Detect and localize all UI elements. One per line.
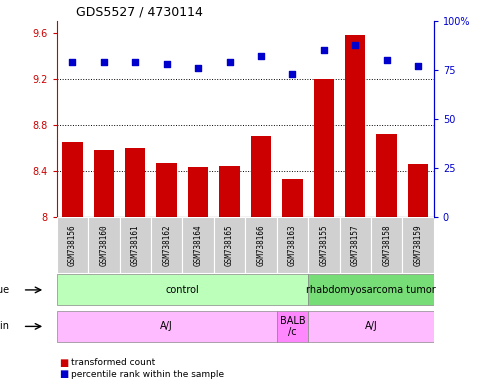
Bar — [377, 134, 397, 217]
Text: GSM738157: GSM738157 — [351, 224, 360, 266]
Bar — [219, 166, 240, 217]
Bar — [251, 136, 271, 217]
Bar — [408, 164, 428, 217]
Text: ■: ■ — [59, 369, 69, 379]
Bar — [371, 217, 402, 273]
Text: BALB
/c: BALB /c — [280, 316, 305, 337]
Point — [131, 59, 139, 65]
Bar — [57, 217, 88, 273]
Text: GSM738155: GSM738155 — [319, 224, 328, 266]
Point — [383, 57, 390, 63]
Bar — [156, 163, 177, 217]
Text: GSM738163: GSM738163 — [288, 224, 297, 266]
Bar — [345, 35, 365, 217]
Text: GSM738159: GSM738159 — [414, 224, 423, 266]
Bar — [151, 217, 182, 273]
Point — [69, 59, 76, 65]
Text: percentile rank within the sample: percentile rank within the sample — [71, 370, 225, 379]
Point — [320, 48, 328, 54]
Bar — [308, 274, 434, 306]
Bar — [182, 217, 214, 273]
Point — [163, 61, 171, 67]
Text: ■: ■ — [59, 358, 69, 368]
Point — [352, 41, 359, 48]
Point — [414, 63, 422, 69]
Bar — [277, 311, 308, 342]
Bar — [314, 79, 334, 217]
Point — [288, 71, 296, 77]
Text: tissue: tissue — [0, 285, 10, 295]
Text: GSM738156: GSM738156 — [68, 224, 77, 266]
Bar — [214, 217, 246, 273]
Point — [257, 53, 265, 60]
Text: control: control — [166, 285, 199, 295]
Bar — [62, 142, 83, 217]
Text: GSM738166: GSM738166 — [256, 224, 266, 266]
Text: strain: strain — [0, 321, 10, 331]
Text: A/J: A/J — [160, 321, 173, 331]
Point — [194, 65, 202, 71]
Bar — [277, 217, 308, 273]
Text: GSM738161: GSM738161 — [131, 224, 140, 266]
Bar — [94, 150, 114, 217]
Text: GSM738160: GSM738160 — [99, 224, 108, 266]
Bar — [282, 179, 303, 217]
Text: transformed count: transformed count — [71, 358, 156, 367]
Bar — [57, 274, 308, 306]
Bar — [188, 167, 209, 217]
Text: GDS5527 / 4730114: GDS5527 / 4730114 — [75, 5, 203, 18]
Text: A/J: A/J — [365, 321, 377, 331]
Bar — [119, 217, 151, 273]
Bar — [308, 217, 340, 273]
Text: rhabdomyosarcoma tumor: rhabdomyosarcoma tumor — [306, 285, 436, 295]
Bar — [125, 148, 145, 217]
Bar — [88, 217, 119, 273]
Text: GSM738164: GSM738164 — [194, 224, 203, 266]
Bar — [308, 311, 434, 342]
Point — [100, 59, 108, 65]
Text: GSM738158: GSM738158 — [382, 224, 391, 266]
Bar — [340, 217, 371, 273]
Point — [226, 59, 234, 65]
Text: GSM738165: GSM738165 — [225, 224, 234, 266]
Bar — [245, 217, 277, 273]
Bar — [402, 217, 434, 273]
Text: GSM738162: GSM738162 — [162, 224, 171, 266]
Bar — [57, 311, 277, 342]
